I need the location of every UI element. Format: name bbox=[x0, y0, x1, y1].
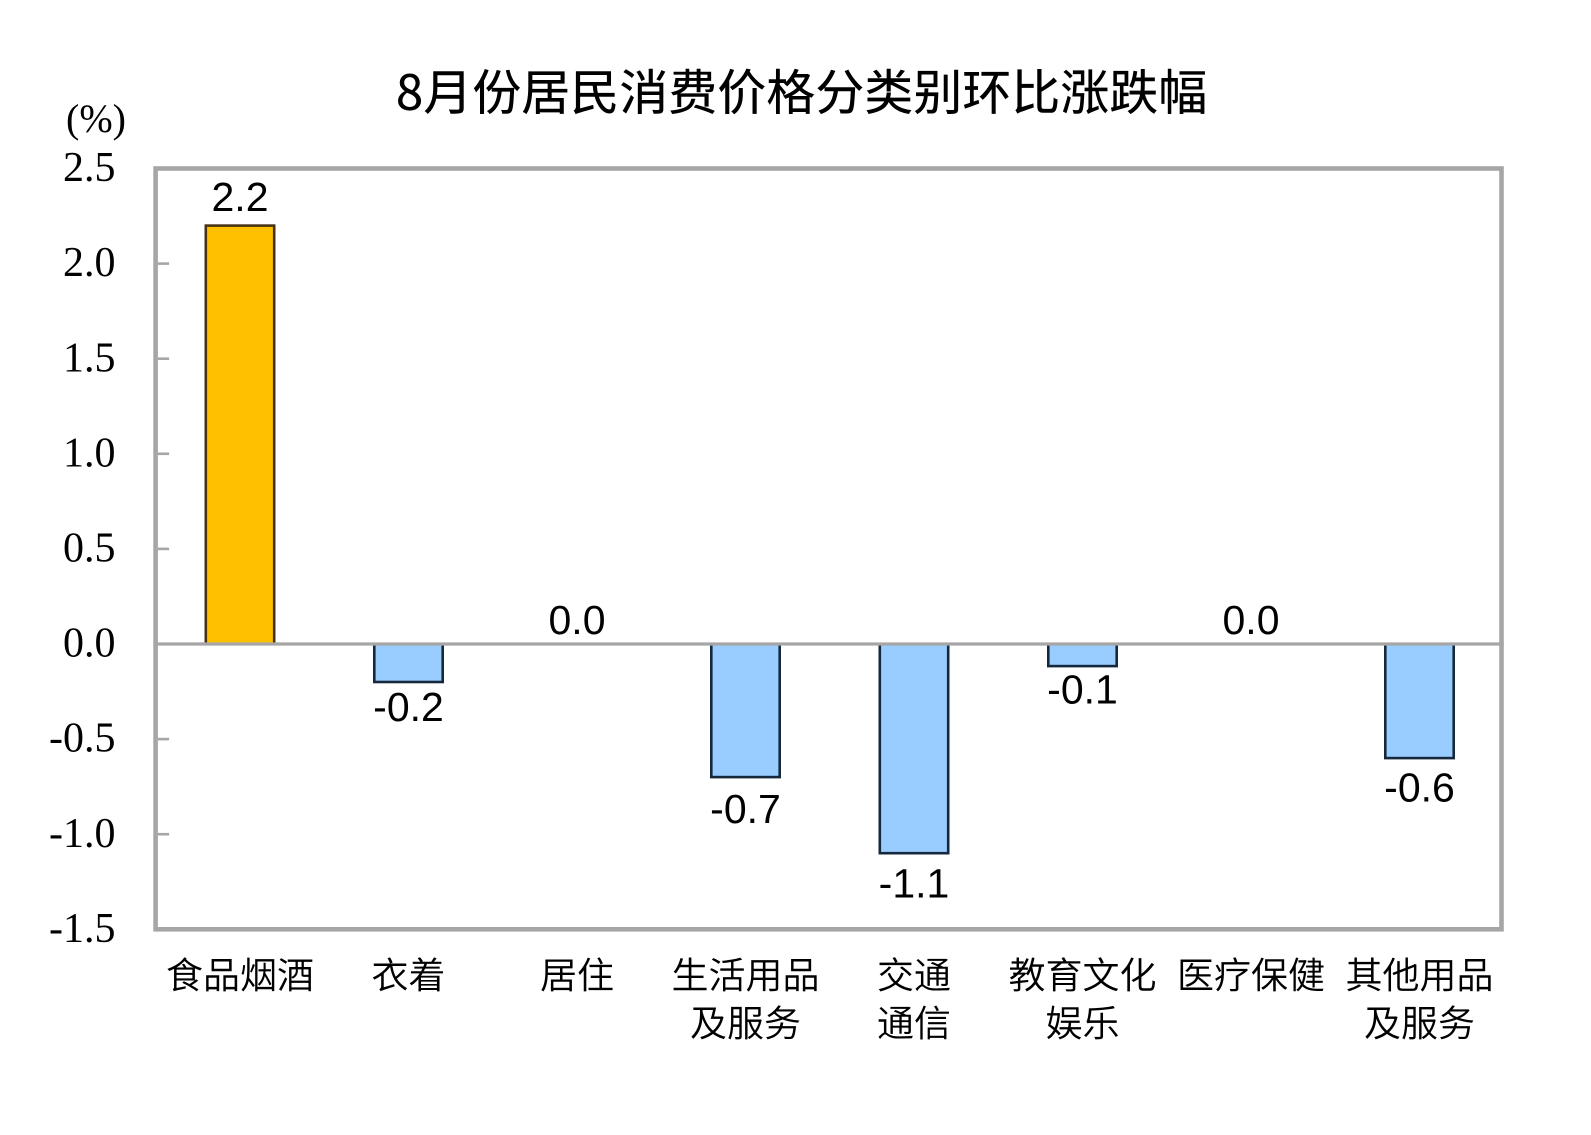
svg-text:-1.0: -1.0 bbox=[49, 811, 116, 857]
svg-text:2.5: 2.5 bbox=[63, 145, 116, 191]
svg-text:0.5: 0.5 bbox=[63, 526, 116, 572]
svg-text:(%): (%) bbox=[66, 96, 126, 141]
svg-text:2.0: 2.0 bbox=[63, 240, 116, 286]
svg-text:-0.5: -0.5 bbox=[49, 716, 116, 762]
svg-text:-0.1: -0.1 bbox=[1047, 667, 1118, 713]
svg-text:0.0: 0.0 bbox=[63, 621, 116, 667]
svg-text:-0.7: -0.7 bbox=[710, 786, 781, 832]
svg-text:1.0: 1.0 bbox=[63, 430, 116, 476]
svg-text:-1.1: -1.1 bbox=[879, 861, 950, 907]
svg-text:-0.2: -0.2 bbox=[373, 684, 444, 730]
svg-text:-1.5: -1.5 bbox=[49, 906, 116, 952]
svg-text:0.0: 0.0 bbox=[1223, 597, 1280, 643]
svg-text:0.0: 0.0 bbox=[549, 597, 606, 643]
svg-text:-0.6: -0.6 bbox=[1384, 764, 1455, 810]
svg-text:2.2: 2.2 bbox=[212, 174, 269, 220]
svg-text:1.5: 1.5 bbox=[63, 335, 116, 381]
